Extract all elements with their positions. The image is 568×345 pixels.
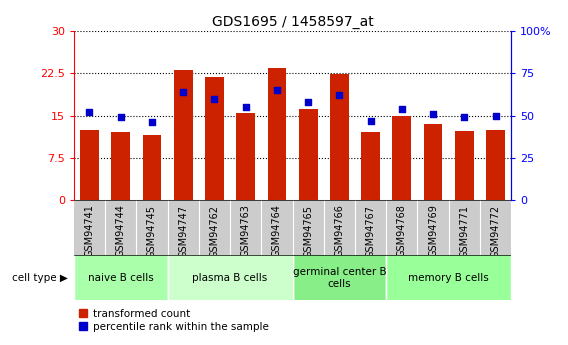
Bar (136, 200, 168, 255)
Bar (480, 200, 511, 255)
Bar (168, 200, 199, 255)
Text: memory B cells: memory B cells (408, 273, 489, 283)
Point (460, 115, 469, 120)
Point (366, 118, 375, 124)
Bar (143, 135, 161, 200)
Bar (205, 77, 224, 200)
Text: plasma B cells: plasma B cells (193, 273, 268, 283)
Text: GSM94771: GSM94771 (460, 205, 469, 257)
Point (491, 113, 500, 118)
Text: GSM94772: GSM94772 (491, 205, 500, 258)
Bar (455, 131, 474, 200)
Bar (111, 132, 130, 200)
Text: germinal center B
cells: germinal center B cells (293, 267, 386, 288)
Point (429, 111, 438, 117)
Bar (105, 200, 136, 255)
Text: GSM94764: GSM94764 (272, 205, 282, 257)
Legend: transformed count, percentile rank within the sample: transformed count, percentile rank withi… (79, 309, 269, 332)
Bar (449, 200, 480, 255)
Point (116, 115, 126, 120)
Bar (80, 130, 99, 200)
Bar (355, 200, 386, 255)
Bar (74, 200, 105, 255)
Title: GDS1695 / 1458597_at: GDS1695 / 1458597_at (212, 14, 373, 29)
Text: GSM94768: GSM94768 (397, 205, 407, 257)
Bar (386, 255, 511, 300)
Bar (424, 124, 442, 200)
Bar (299, 109, 318, 200)
Bar (268, 68, 286, 200)
Text: GSM94745: GSM94745 (147, 205, 157, 257)
Point (241, 104, 250, 110)
Text: GSM94766: GSM94766 (335, 205, 344, 257)
Text: GSM94744: GSM94744 (116, 205, 126, 257)
Point (335, 92, 344, 98)
Bar (293, 200, 324, 255)
Text: GSM94769: GSM94769 (428, 205, 438, 257)
Text: GSM94763: GSM94763 (241, 205, 250, 257)
Text: GSM94747: GSM94747 (178, 205, 188, 257)
Text: GSM94741: GSM94741 (85, 205, 94, 257)
Bar (417, 200, 449, 255)
Bar (361, 132, 380, 200)
Bar (330, 75, 349, 200)
Point (273, 87, 282, 93)
Bar (174, 70, 193, 200)
Point (178, 89, 187, 95)
Bar (261, 200, 293, 255)
Text: naive B cells: naive B cells (88, 273, 153, 283)
Bar (386, 200, 417, 255)
Bar (168, 255, 293, 300)
Bar (293, 255, 386, 300)
Point (398, 106, 407, 111)
Bar (486, 130, 505, 200)
Bar (236, 113, 255, 200)
Text: GSM94767: GSM94767 (366, 205, 375, 257)
Bar (392, 116, 411, 200)
Point (210, 96, 219, 101)
Bar (199, 200, 230, 255)
Point (148, 120, 157, 125)
Text: cell type ▶: cell type ▶ (12, 273, 68, 283)
Bar (74, 255, 168, 300)
Text: GSM94765: GSM94765 (303, 205, 313, 257)
Bar (324, 200, 355, 255)
Point (85, 109, 94, 115)
Point (303, 99, 312, 105)
Bar (230, 200, 261, 255)
Text: GSM94762: GSM94762 (210, 205, 219, 257)
